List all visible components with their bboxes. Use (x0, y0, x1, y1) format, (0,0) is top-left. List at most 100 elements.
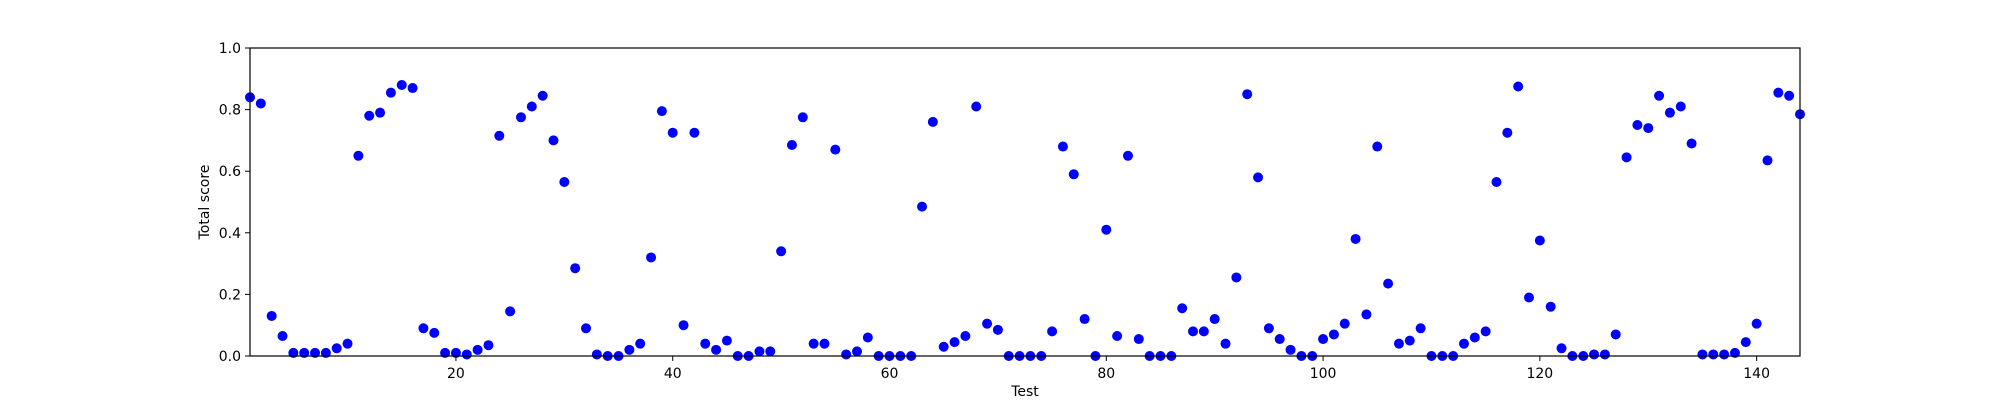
y-tick-label: 0.6 (219, 164, 241, 180)
data-point (754, 346, 765, 357)
data-point (938, 341, 949, 352)
data-point (277, 330, 288, 341)
data-point (656, 106, 667, 117)
data-point (1047, 326, 1058, 337)
data-point (1079, 314, 1090, 325)
data-point (353, 150, 364, 161)
data-point (1057, 141, 1068, 152)
data-point (700, 338, 711, 349)
data-point (461, 349, 472, 360)
data-point (526, 101, 537, 112)
data-point (711, 344, 722, 355)
data-point (721, 335, 732, 346)
data-point (1654, 90, 1665, 101)
data-point (776, 246, 787, 257)
data-point (407, 83, 418, 94)
data-point (667, 127, 678, 138)
data-point (1784, 90, 1795, 101)
data-point (559, 176, 570, 187)
data-point (537, 90, 548, 101)
data-point (1675, 101, 1686, 112)
x-tick-label: 100 (1310, 366, 1337, 382)
data-point (1632, 120, 1643, 130)
data-point (765, 346, 776, 357)
data-point (591, 349, 602, 360)
data-point (960, 330, 971, 341)
data-point (982, 318, 993, 329)
data-point (429, 327, 440, 338)
data-point (841, 349, 852, 360)
data-point (971, 101, 982, 112)
data-point (1762, 155, 1773, 166)
data-point (624, 344, 635, 355)
data-point (1534, 235, 1545, 246)
y-tick-label: 0.8 (219, 103, 241, 119)
data-point (1350, 233, 1361, 244)
data-point (1383, 278, 1394, 289)
y-tick-label: 0.0 (219, 349, 241, 365)
x-axis-label: Test (1010, 384, 1039, 400)
data-point (1524, 292, 1535, 303)
data-point (635, 338, 646, 349)
data-point (581, 323, 592, 334)
data-point (1122, 150, 1133, 161)
data-point (992, 324, 1003, 335)
data-point (1697, 349, 1708, 360)
data-point (830, 144, 841, 155)
data-point (266, 310, 277, 321)
x-tick-label: 120 (1526, 366, 1553, 382)
data-point (515, 112, 526, 123)
data-point (1372, 141, 1383, 152)
data-point (1133, 334, 1144, 345)
data-point (851, 346, 862, 357)
data-point (1621, 152, 1632, 163)
data-point (1274, 334, 1285, 345)
data-point (1502, 127, 1513, 138)
data-point (396, 79, 407, 90)
data-point (917, 201, 928, 212)
plot-frame (249, 47, 1801, 357)
data-point (375, 107, 386, 118)
data-point (548, 135, 559, 146)
data-point (689, 127, 700, 138)
data-points (245, 79, 1805, 361)
data-point (1209, 314, 1220, 325)
data-point (1545, 301, 1556, 312)
y-axis-ticks: 0.0 0.2 0.4 0.6 0.8 1.0 (219, 41, 250, 365)
data-point (1328, 329, 1339, 340)
x-tick-label: 140 (1743, 366, 1770, 382)
data-point (1285, 344, 1296, 355)
data-point (342, 338, 353, 349)
data-point (1253, 172, 1264, 183)
data-point (1339, 318, 1350, 329)
data-point (1589, 349, 1600, 360)
data-point (786, 140, 797, 151)
data-point (1361, 309, 1372, 320)
data-point (418, 323, 429, 334)
data-point (797, 112, 808, 123)
data-point (1318, 334, 1329, 345)
data-point (1599, 349, 1610, 360)
x-tick-label: 60 (881, 366, 899, 382)
data-point (1480, 326, 1491, 337)
data-point (819, 338, 830, 349)
y-tick-label: 0.4 (219, 226, 241, 242)
data-point (1458, 338, 1469, 349)
data-point (1610, 329, 1621, 340)
y-tick-label: 1.0 (219, 41, 241, 57)
data-point (494, 130, 505, 141)
data-point (862, 332, 873, 343)
y-tick-label: 0.2 (219, 287, 241, 303)
data-point (808, 338, 819, 349)
y-axis-label: Total score (197, 165, 213, 241)
data-point (1751, 318, 1762, 329)
data-point (1220, 338, 1231, 349)
data-point (1773, 87, 1784, 98)
data-point (1708, 349, 1719, 360)
data-point (1177, 303, 1188, 314)
data-point (1469, 332, 1480, 343)
data-point (1393, 338, 1404, 349)
data-point (1188, 326, 1199, 337)
data-point (1231, 272, 1242, 283)
